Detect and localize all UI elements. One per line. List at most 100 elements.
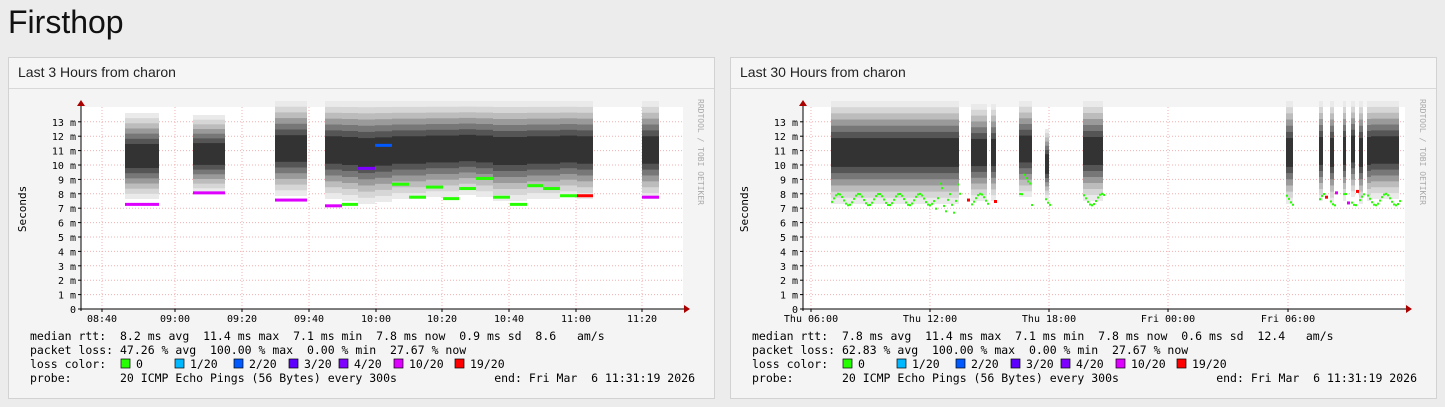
median-rtt-mark bbox=[1371, 201, 1373, 204]
median-rtt-mark bbox=[927, 203, 929, 206]
median-rtt-mark bbox=[941, 187, 943, 190]
median-rtt-mark bbox=[911, 202, 913, 205]
median-rtt-mark bbox=[1379, 199, 1381, 202]
median-rtt-mark bbox=[841, 196, 843, 199]
loss-swatch-label: 2/20 bbox=[971, 357, 999, 371]
probe-text: probe: 20 ICMP Echo Pings (56 Bytes) eve… bbox=[30, 371, 397, 385]
median-rtt-mark bbox=[426, 185, 443, 189]
median-rtt-mark bbox=[917, 193, 919, 196]
median-rtt-mark bbox=[1097, 196, 1099, 199]
median-rtt-mark bbox=[971, 203, 973, 206]
y-tick-label: 3 m bbox=[58, 262, 76, 273]
median-rtt-mark bbox=[1373, 203, 1375, 206]
median-rtt-mark bbox=[1343, 193, 1345, 196]
median-rtt-mark bbox=[1399, 200, 1401, 203]
loss-swatch bbox=[1060, 358, 1071, 369]
smoke-band bbox=[1351, 135, 1355, 163]
median-rtt-mark bbox=[861, 195, 863, 198]
x-tick-label: 11:20 bbox=[627, 314, 657, 325]
median-rtt-mark bbox=[977, 194, 979, 197]
loss-swatch bbox=[454, 358, 465, 369]
smoke-band bbox=[493, 137, 510, 165]
median-rtt-mark bbox=[1375, 204, 1377, 207]
median-rtt-mark bbox=[342, 202, 358, 206]
y-axis-label: Seconds bbox=[16, 186, 29, 232]
median-rtt-mark bbox=[125, 202, 159, 206]
loss-swatch bbox=[1115, 358, 1126, 369]
smokeping-graph-3h[interactable]: 13 m 12 m 11 m 10 m 9 m 8 m 7 m 6 m 5 m 4 m 3 m 2 m… bbox=[9, 89, 714, 398]
y-axis-label: Seconds bbox=[738, 186, 751, 232]
smoke-band bbox=[125, 143, 159, 169]
loss-swatch-label: 10/20 bbox=[409, 357, 444, 371]
median-rtt-mark bbox=[849, 203, 851, 206]
median-rtt-mark bbox=[883, 198, 885, 201]
smoke-band bbox=[459, 134, 476, 162]
median-rtt-mark bbox=[1025, 177, 1027, 180]
smokeping-graph-30h[interactable]: 13 m 12 m 11 m 10 m 9 m 8 m 7 m 6 m 5 m 4 m 3 m 2 m… bbox=[731, 89, 1436, 398]
median-rtt-mark bbox=[871, 201, 873, 204]
x-tick-label: 10:00 bbox=[361, 314, 391, 325]
median-rtt-mark bbox=[1330, 200, 1332, 203]
loss-swatch bbox=[288, 358, 299, 369]
median-rtt-mark bbox=[1381, 196, 1383, 199]
x-tick-label: Thu 18:00 bbox=[1022, 314, 1076, 325]
median-rtt-mark bbox=[933, 200, 935, 203]
median-rtt-mark bbox=[375, 143, 392, 147]
x-axis-ticks: 08:40 09:00 09:20 09:40 10:00 10:20 10:40 11:00… bbox=[87, 309, 657, 325]
median-rtt-mark bbox=[959, 192, 961, 195]
y-tick-label: 1 m bbox=[780, 291, 798, 302]
loss-legend-label: loss color: bbox=[752, 357, 828, 371]
median-rtt-mark bbox=[1383, 193, 1385, 196]
median-rtt-mark bbox=[839, 193, 841, 196]
x-axis-ticks: Thu 06:00 Thu 12:00 Thu 18:00 Fri 00:00 Fri … bbox=[784, 309, 1315, 325]
y-tick-label: 5 m bbox=[58, 233, 76, 244]
median-rtt-mark bbox=[1089, 203, 1091, 206]
loss-legend-label: loss color: bbox=[30, 357, 106, 371]
median-rtt-mark bbox=[939, 182, 941, 185]
x-tick-label: 09:40 bbox=[294, 314, 324, 325]
median-rtt-mark bbox=[1345, 193, 1347, 196]
median-rtt-mark bbox=[953, 211, 955, 214]
median-rtt-mark bbox=[358, 166, 375, 170]
y-tick-label: 2 m bbox=[780, 276, 798, 287]
loss-color-legend: loss color: 0 1/20 2/20 3/20 4/20 10/20 19/20 bbox=[752, 357, 1227, 371]
median-rtt-mark bbox=[493, 195, 510, 199]
median-rtt-mark bbox=[1353, 203, 1355, 206]
median-rtt-mark bbox=[851, 201, 853, 204]
loss-swatch-label: 19/20 bbox=[470, 357, 505, 371]
y-tick-label: 0 bbox=[792, 305, 798, 316]
x-tick-label: 08:40 bbox=[87, 314, 117, 325]
median-rtt-mark bbox=[951, 203, 953, 206]
median-rtt-mark bbox=[885, 201, 887, 204]
smoke-band bbox=[443, 135, 459, 163]
y-tick-label: 12 m bbox=[52, 132, 76, 143]
panel-title: Last 30 Hours from charon bbox=[731, 58, 1436, 89]
median-rtt-mark bbox=[1019, 192, 1021, 195]
median-rtt-mark bbox=[935, 207, 937, 210]
median-rtt-mark bbox=[875, 195, 877, 198]
median-rtt-mark bbox=[1099, 193, 1101, 196]
smoke-band bbox=[325, 136, 342, 164]
median-rtt-mark bbox=[1351, 201, 1353, 204]
median-rtt-mark bbox=[1387, 194, 1389, 197]
median-rtt-mark bbox=[867, 204, 869, 207]
y-tick-label: 11 m bbox=[774, 147, 798, 158]
median-rtt-mark bbox=[1369, 197, 1371, 200]
panel-title: Last 3 Hours from charon bbox=[9, 58, 714, 89]
smoke-bands bbox=[125, 101, 659, 204]
smoke-band bbox=[392, 136, 409, 164]
y-tick-label: 9 m bbox=[780, 175, 798, 186]
median-rtt-mark bbox=[1347, 201, 1350, 205]
y-tick-label: 7 m bbox=[58, 204, 76, 215]
median-rtt-mark bbox=[527, 184, 543, 188]
median-rtt-mark bbox=[1367, 194, 1369, 197]
loss-swatch bbox=[842, 358, 853, 369]
median-rtt-mark bbox=[1049, 203, 1051, 206]
median-rtt-mark bbox=[955, 199, 957, 202]
grid bbox=[803, 107, 1405, 309]
smoke-band bbox=[1330, 138, 1334, 167]
x-tick-label: Thu 12:00 bbox=[903, 314, 957, 325]
median-rtt-mark bbox=[1103, 193, 1105, 196]
median-rtt-mark bbox=[1093, 202, 1095, 205]
smoke-band bbox=[991, 138, 996, 167]
